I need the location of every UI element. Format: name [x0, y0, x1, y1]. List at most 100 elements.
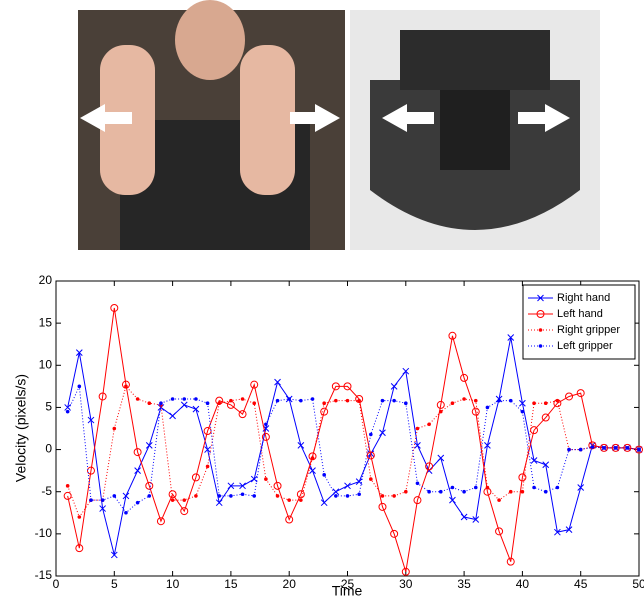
- marker-x: [87, 416, 95, 424]
- x-tick-label: 30: [399, 577, 413, 591]
- marker-circle: [261, 432, 270, 441]
- marker-circle: [471, 407, 480, 416]
- marker-dot: [77, 384, 82, 389]
- marker-circle: [75, 544, 84, 553]
- legend-marker: [537, 294, 544, 302]
- marker-dot: [462, 489, 466, 494]
- marker-dot: [543, 489, 548, 494]
- gripper: [440, 90, 510, 170]
- marker-dot: [380, 494, 385, 498]
- marker-x: [297, 442, 305, 449]
- marker-x: [169, 412, 176, 420]
- marker-circle: [495, 527, 504, 536]
- marker-x: [472, 516, 480, 523]
- marker-dot: [380, 398, 385, 403]
- x-tick-label: 50: [632, 577, 644, 591]
- marker-dot: [159, 401, 163, 406]
- marker-circle: [343, 382, 352, 391]
- marker-dot: [613, 446, 618, 450]
- legend-label: Right gripper: [557, 324, 620, 336]
- marker-x: [274, 378, 281, 386]
- marker-dot: [170, 498, 175, 502]
- marker-circle: [588, 441, 597, 450]
- marker-x: [344, 482, 351, 490]
- photo-robot: [350, 10, 600, 250]
- marker-x: [227, 482, 235, 490]
- marker-dot: [404, 401, 408, 406]
- marker-x: [204, 446, 211, 453]
- marker-x: [530, 457, 538, 464]
- marker-dot: [65, 484, 70, 488]
- x-tick-label: 35: [457, 577, 471, 591]
- marker-circle: [63, 491, 72, 500]
- x-tick-label: 10: [166, 577, 180, 591]
- marker-x: [192, 405, 200, 413]
- marker-dot: [275, 398, 280, 403]
- marker-circle: [518, 473, 527, 482]
- marker-circle: [530, 426, 539, 435]
- marker-x: [414, 442, 421, 449]
- marker-x: [75, 349, 83, 356]
- marker-dot: [345, 494, 350, 498]
- face: [175, 0, 245, 80]
- y-axis-label: Velocity (pixels/s): [13, 374, 29, 482]
- marker-dot: [345, 398, 350, 403]
- y-tick-label: 15: [39, 315, 53, 329]
- legend-label: Left gripper: [557, 340, 613, 352]
- marker-x: [99, 505, 106, 512]
- marker-dot: [543, 401, 548, 406]
- marker-circle: [296, 490, 305, 499]
- x-tick-label: 20: [283, 577, 297, 591]
- marker-dot: [497, 498, 501, 502]
- marker-x: [554, 528, 561, 536]
- marker-dot: [415, 481, 420, 486]
- marker-x: [145, 442, 153, 449]
- marker-dot: [275, 494, 280, 498]
- marker-dot: [194, 397, 198, 401]
- marker-x: [565, 526, 573, 533]
- x-tick-label: 0: [53, 577, 60, 591]
- marker-dot: [229, 398, 233, 403]
- marker-circle: [98, 392, 107, 401]
- marker-dot: [567, 447, 571, 452]
- legend-marker: [536, 310, 545, 318]
- marker-dot: [334, 398, 338, 403]
- y-tick-label: 20: [39, 273, 53, 287]
- marker-dot: [485, 485, 490, 490]
- marker-dot: [287, 498, 292, 502]
- marker-circle: [308, 452, 317, 461]
- marker-circle: [285, 515, 294, 524]
- marker-dot: [438, 489, 443, 494]
- marker-dot: [369, 432, 373, 437]
- marker-circle: [203, 427, 212, 436]
- marker-x: [250, 475, 258, 483]
- marker-dot: [194, 494, 198, 498]
- x-tick-label: 5: [111, 577, 118, 591]
- marker-x: [122, 492, 130, 500]
- series: [64, 334, 643, 559]
- marker-dot: [310, 456, 315, 460]
- y-tick-label: -10: [35, 526, 53, 540]
- y-tick-label: 10: [39, 357, 53, 371]
- marker-dot: [77, 515, 82, 519]
- marker-x: [134, 467, 141, 474]
- marker-x: [460, 513, 468, 521]
- series: [63, 303, 643, 576]
- marker-circle: [331, 382, 340, 391]
- marker-dot: [124, 510, 128, 515]
- marker-circle: [320, 407, 329, 416]
- marker-dot: [264, 477, 268, 481]
- marker-dot: [205, 401, 210, 406]
- marker-dot: [357, 398, 361, 403]
- marker-dot: [532, 485, 536, 490]
- marker-circle: [180, 507, 189, 516]
- marker-dot: [485, 405, 490, 410]
- marker-dot: [625, 446, 630, 450]
- marker-dot: [217, 401, 222, 406]
- marker-dot: [497, 398, 501, 403]
- marker-dot: [135, 397, 140, 401]
- marker-dot: [299, 398, 303, 403]
- marker-circle: [506, 557, 515, 566]
- marker-x: [402, 367, 410, 375]
- marker-circle: [250, 380, 259, 389]
